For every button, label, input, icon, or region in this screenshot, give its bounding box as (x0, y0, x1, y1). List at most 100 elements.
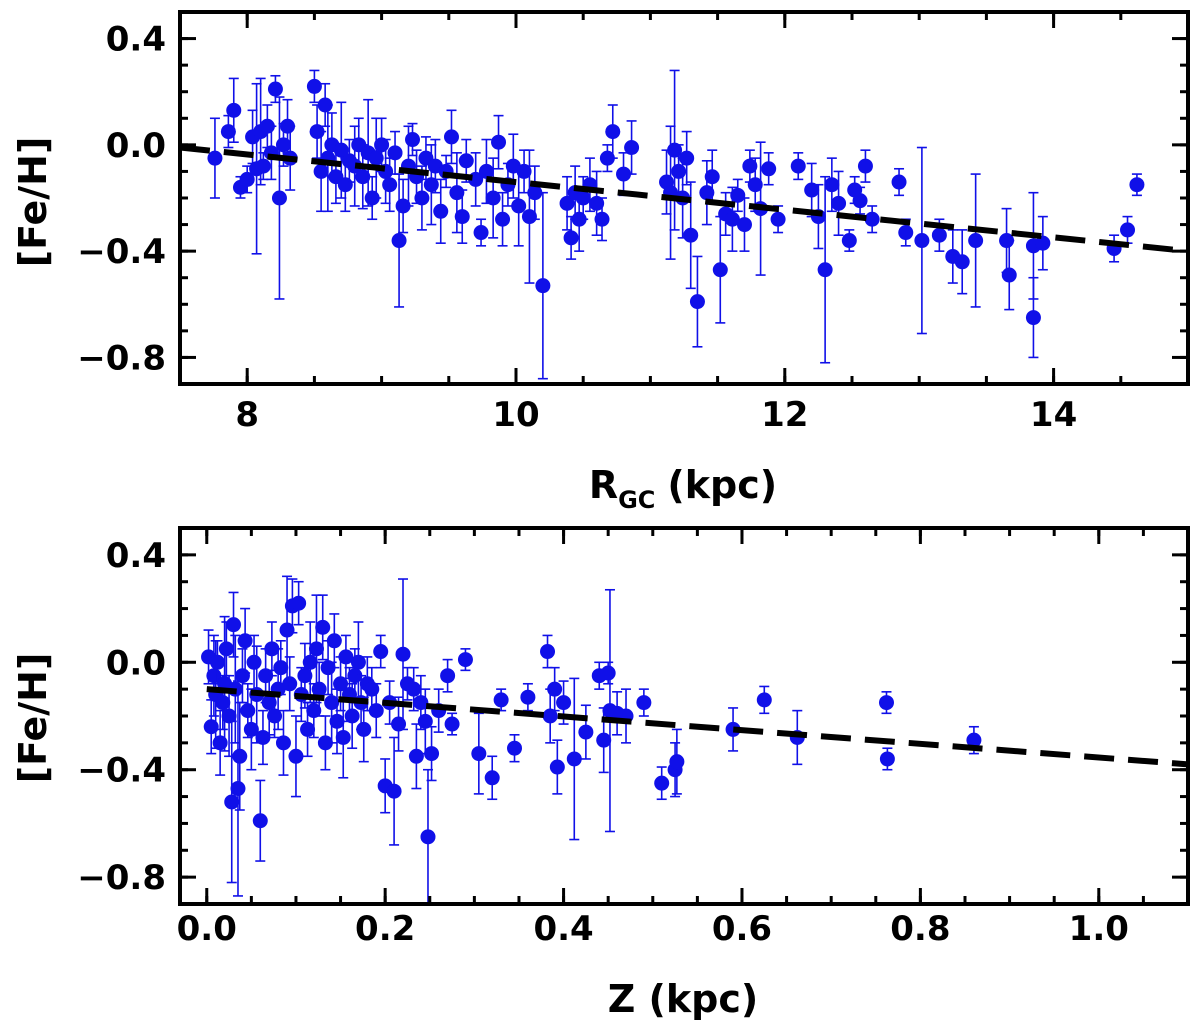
top-data-point-group (831, 170, 847, 236)
bottom-data-point (264, 641, 280, 657)
bottom-data-point (471, 746, 487, 762)
top-data-point (831, 195, 847, 211)
bottom-data-point-group (226, 591, 242, 658)
bottom-data-point-group (879, 747, 895, 771)
bottom-data-point (444, 716, 460, 732)
bottom-data-point-group (252, 779, 268, 862)
bottom-data-point-group (282, 656, 298, 712)
top-data-point-group (817, 175, 833, 364)
top-data-point (395, 198, 411, 214)
top-data-point (761, 161, 777, 177)
top-data-point (689, 294, 705, 310)
bottom-ytick-label: 0.4 (106, 536, 166, 576)
bottom-ytick-label: −0.4 (77, 751, 166, 791)
bottom-data-point-group (669, 728, 685, 795)
top-ytick-label: 0.0 (106, 126, 166, 166)
bottom-data-point-group (520, 682, 536, 712)
bottom-data-point (243, 721, 259, 737)
bottom-data-point (549, 759, 565, 775)
top-data-point-group (724, 186, 740, 252)
top-data-point (521, 209, 537, 225)
bottom-data-point (230, 781, 246, 797)
bottom-data-point-group (440, 658, 456, 693)
bottom-data-point-group (547, 666, 563, 712)
bottom-data-point (232, 748, 248, 764)
bottom-data-point-group (386, 736, 402, 846)
top-data-point (391, 233, 407, 249)
bottom-xtick-label: 0.8 (890, 909, 950, 949)
bottom-data-point (273, 660, 289, 676)
bottom-data-point (306, 703, 322, 719)
top-data-point (368, 150, 384, 166)
top-data-point-group (271, 96, 287, 300)
bottom-data-point-group (338, 634, 354, 680)
top-data-point-group (320, 104, 336, 213)
top-plot-data (207, 69, 1145, 380)
top-data-point (616, 166, 632, 182)
top-data-point-group (804, 162, 820, 218)
bottom-data-point (507, 740, 523, 756)
top-data-point (527, 185, 543, 201)
top-data-point-group (535, 191, 551, 380)
top-data-point (914, 233, 930, 249)
top-data-point (1001, 267, 1017, 283)
top-axes: 0.4 0.0 −0.4 −0.8 8 10 12 14 (77, 10, 1190, 435)
top-data-point-group (841, 229, 857, 252)
top-data-point (382, 177, 398, 193)
bottom-data-point (338, 649, 354, 665)
top-data-point-group (659, 149, 675, 215)
bottom-data-point (600, 665, 616, 681)
bottom-data-point-group (556, 680, 572, 725)
top-data-point (306, 78, 322, 94)
bottom-data-point (324, 695, 340, 711)
bottom-data-point (540, 644, 556, 660)
bottom-data-point-group (335, 696, 351, 779)
top-xlabel-main: R (589, 463, 618, 507)
top-xlabel: RGC (kpc) (589, 463, 777, 514)
top-trend-line (179, 144, 1189, 255)
top-data-point-group (454, 189, 470, 244)
top-data-point-group (478, 138, 494, 205)
bottom-data-point-group (356, 696, 372, 763)
bottom-data-point-group (234, 648, 250, 704)
bottom-data-point-group (275, 709, 291, 776)
bottom-data-point (315, 619, 331, 635)
bottom-data-point (240, 703, 256, 719)
top-data-point-group (473, 218, 489, 247)
top-data-point-group (914, 146, 930, 335)
bottom-data-point (878, 695, 894, 711)
bottom-data-point (252, 813, 268, 829)
bottom-data-point-group (324, 661, 340, 744)
bottom-data-point (288, 748, 304, 764)
bottom-data-point-group (350, 621, 366, 704)
top-data-point (207, 150, 223, 166)
top-data-point (473, 225, 489, 241)
top-data-point (736, 217, 752, 233)
top-xlabel-subscript: GC (618, 486, 655, 514)
top-data-point-group (306, 69, 322, 104)
top-data-point-group (395, 178, 411, 234)
bottom-data-point (311, 681, 327, 697)
bottom-data-point (417, 713, 433, 729)
bottom-data-point-group (756, 685, 772, 715)
bottom-axes: 0.4 0.0 −0.4 −0.8 0.0 0.2 0.4 0.6 0.8 1.0 (77, 526, 1190, 949)
bottom-data-point (756, 692, 772, 708)
top-data-point (790, 158, 806, 174)
top-ylabel: [Fe/H] (11, 137, 55, 268)
bottom-xtick-label: 0.2 (355, 909, 415, 949)
bottom-trend-layer (206, 686, 1189, 768)
bottom-data-point-group (636, 688, 652, 717)
top-ytick-label: −0.8 (77, 338, 166, 378)
bottom-data-point-group (264, 621, 280, 677)
bottom-data-point-group (317, 715, 333, 771)
bottom-data-point (344, 708, 360, 724)
bottom-trend-line (206, 686, 1189, 768)
top-data-point-group (852, 186, 868, 215)
top-data-point (817, 262, 833, 278)
top-data-point (589, 195, 605, 211)
top-data-point (679, 150, 695, 166)
bottom-data-point (406, 681, 422, 697)
bottom-data-point-group (302, 621, 318, 704)
bottom-data-point (317, 735, 333, 751)
bottom-data-point (879, 751, 895, 767)
